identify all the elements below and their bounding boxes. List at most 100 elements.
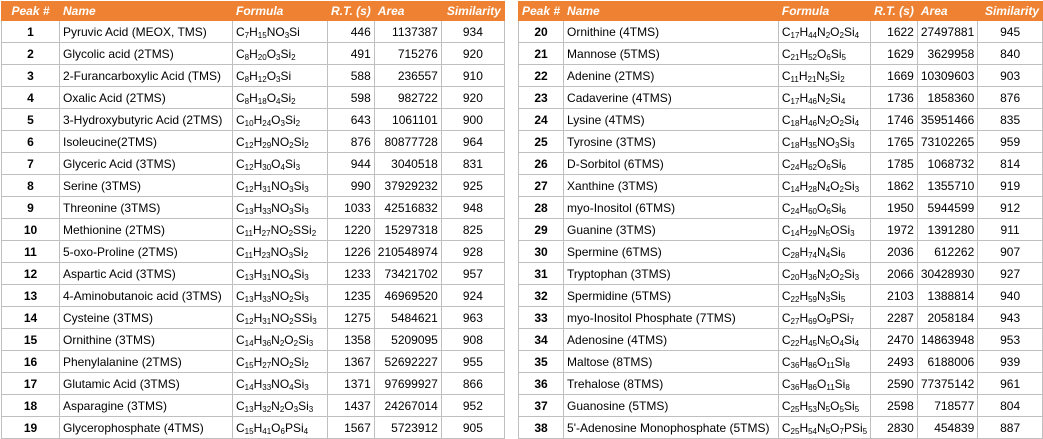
similarity-cell: 963 bbox=[440, 306, 505, 329]
formula-cell: C14H29N5OSi3 bbox=[777, 218, 872, 241]
peak-cell: 26 bbox=[517, 152, 565, 175]
table-row: 13 4-Aminobutanoic acid (3TMS) C13H33NO2Si… bbox=[1, 284, 505, 307]
similarity-cell: 804 bbox=[977, 394, 1043, 417]
header-row: Peak # Name Formula R.T. (s) Area Simila… bbox=[517, 1, 1043, 21]
peak-cell: 19 bbox=[1, 416, 60, 439]
rt-cell: 598 bbox=[327, 86, 375, 109]
area-cell: 1355710 bbox=[916, 174, 979, 197]
name-cell: Phenylalanine (2TMS) bbox=[59, 350, 233, 373]
rt-cell: 2103 bbox=[870, 284, 918, 307]
peak-cell: 3 bbox=[1, 64, 60, 87]
rt-cell: 1235 bbox=[327, 284, 375, 307]
header-area: Area bbox=[373, 1, 442, 21]
peak-cell: 14 bbox=[1, 306, 60, 329]
table-row: 30 Spermine (6TMS) C28H74N4Si6 2036 612262 90… bbox=[517, 240, 1043, 263]
header-peak: Peak # bbox=[517, 1, 565, 21]
area-cell: 5944599 bbox=[916, 196, 979, 219]
similarity-cell: 943 bbox=[977, 306, 1043, 329]
peak-cell: 7 bbox=[1, 152, 60, 175]
rt-cell: 1862 bbox=[870, 174, 918, 197]
area-cell: 1388814 bbox=[916, 284, 979, 307]
similarity-cell: 905 bbox=[440, 416, 505, 439]
peak-cell: 10 bbox=[1, 218, 60, 241]
rt-cell: 1629 bbox=[870, 42, 918, 65]
area-cell: 30428930 bbox=[916, 262, 979, 285]
area-cell: 1391280 bbox=[916, 218, 979, 241]
formula-cell: C14H28N4O2Si3 bbox=[777, 174, 872, 197]
similarity-cell: 957 bbox=[440, 262, 505, 285]
table-row: 8 Serine (3TMS) C12H31NO3Si3 990 37929232 925 bbox=[1, 174, 505, 197]
similarity-cell: 920 bbox=[440, 86, 505, 109]
area-cell: 97699927 bbox=[373, 372, 442, 395]
name-cell: Glycerophosphate (4TMS) bbox=[59, 416, 233, 439]
formula-cell: C24H62O6Si6 bbox=[777, 152, 872, 175]
peak-cell: 16 bbox=[1, 350, 60, 373]
header-similarity: Similarity bbox=[977, 1, 1043, 21]
rt-cell: 2036 bbox=[870, 240, 918, 263]
similarity-cell: 934 bbox=[440, 20, 505, 43]
rt-cell: 643 bbox=[327, 108, 375, 131]
name-cell: Spermidine (5TMS) bbox=[563, 284, 779, 307]
peak-cell: 22 bbox=[517, 64, 565, 87]
area-cell: 236557 bbox=[373, 64, 442, 87]
area-cell: 46969520 bbox=[373, 284, 442, 307]
formula-cell: C14H33NO4Si3 bbox=[232, 372, 328, 395]
table-row: 4 Oxalic Acid (2TMS) C8H18O4Si2 598 982722 92… bbox=[1, 86, 505, 109]
rt-cell: 1746 bbox=[870, 108, 918, 131]
name-cell: Ornithine (4TMS) bbox=[563, 20, 779, 43]
rt-cell: 1765 bbox=[870, 130, 918, 153]
table-row: 34 Adenosine (4TMS) C22H45N5O4Si4 2470 14863… bbox=[517, 328, 1043, 351]
formula-cell: C8H18O4Si2 bbox=[232, 86, 328, 109]
peak-cell: 12 bbox=[1, 262, 60, 285]
formula-cell: C20H36N2O2Si3 bbox=[777, 262, 872, 285]
table-row: 10 Methionine (2TMS) C11H27NO2SSi2 1220 1529… bbox=[1, 218, 505, 241]
area-cell: 718577 bbox=[916, 394, 979, 417]
rt-cell: 1785 bbox=[870, 152, 918, 175]
name-cell: Glyceric Acid (3TMS) bbox=[59, 152, 233, 175]
formula-cell: C22H45N5O4Si4 bbox=[777, 328, 872, 351]
table-row: 7 Glyceric Acid (3TMS) C12H30O4Si3 944 30405… bbox=[1, 152, 505, 175]
peak-cell: 32 bbox=[517, 284, 565, 307]
rt-cell: 2598 bbox=[870, 394, 918, 417]
peak-cell: 29 bbox=[517, 218, 565, 241]
peak-cell: 35 bbox=[517, 350, 565, 373]
rt-cell: 446 bbox=[327, 20, 375, 43]
similarity-cell: 955 bbox=[440, 350, 505, 373]
peak-cell: 8 bbox=[1, 174, 60, 197]
area-cell: 73421702 bbox=[373, 262, 442, 285]
formula-cell: C7H15NO3Si bbox=[232, 20, 328, 43]
header-row: Peak # Name Formula R.T. (s) Area Simila… bbox=[1, 1, 505, 21]
name-cell: Mannose (5TMS) bbox=[563, 42, 779, 65]
table-row: 17 Glutamic Acid (3TMS) C14H33NO4Si3 1371 97… bbox=[1, 372, 505, 395]
rt-cell: 1275 bbox=[327, 306, 375, 329]
area-cell: 14863948 bbox=[916, 328, 979, 351]
area-cell: 10309603 bbox=[916, 64, 979, 87]
peak-cell: 23 bbox=[517, 86, 565, 109]
formula-cell: C21H52O6Si5 bbox=[777, 42, 872, 65]
name-cell: Spermine (6TMS) bbox=[563, 240, 779, 263]
similarity-cell: 910 bbox=[440, 64, 505, 87]
formula-cell: C13H31NO4Si3 bbox=[232, 262, 328, 285]
rt-cell: 1371 bbox=[327, 372, 375, 395]
rt-cell: 1226 bbox=[327, 240, 375, 263]
peak-cell: 5 bbox=[1, 108, 60, 131]
header-rt: R.T. (s) bbox=[870, 1, 918, 21]
peak-cell: 34 bbox=[517, 328, 565, 351]
formula-cell: C12H30O4Si3 bbox=[232, 152, 328, 175]
rt-cell: 990 bbox=[327, 174, 375, 197]
formula-cell: C12H29NO2Si2 bbox=[232, 130, 328, 153]
area-cell: 3629958 bbox=[916, 42, 979, 65]
rt-cell: 944 bbox=[327, 152, 375, 175]
peak-table-left: Peak # Name Formula R.T. (s) Area Simila… bbox=[1, 1, 505, 439]
area-cell: 210548974 bbox=[373, 240, 442, 263]
table-row: 37 Guanosine (5TMS) C25H53N5O5Si5 2598 71857… bbox=[517, 394, 1043, 417]
header-formula: Formula bbox=[232, 1, 328, 21]
table-row: 29 Guanine (3TMS) C14H29N5OSi3 1972 1391280 9… bbox=[517, 218, 1043, 241]
formula-cell: C8H12O3Si bbox=[232, 64, 328, 87]
area-cell: 24267014 bbox=[373, 394, 442, 417]
name-cell: Cadaverine (4TMS) bbox=[563, 86, 779, 109]
formula-cell: C25H53N5O5Si5 bbox=[777, 394, 872, 417]
peak-cell: 2 bbox=[1, 42, 60, 65]
similarity-cell: 964 bbox=[440, 130, 505, 153]
formula-cell: C14H36N2O2Si3 bbox=[232, 328, 328, 351]
